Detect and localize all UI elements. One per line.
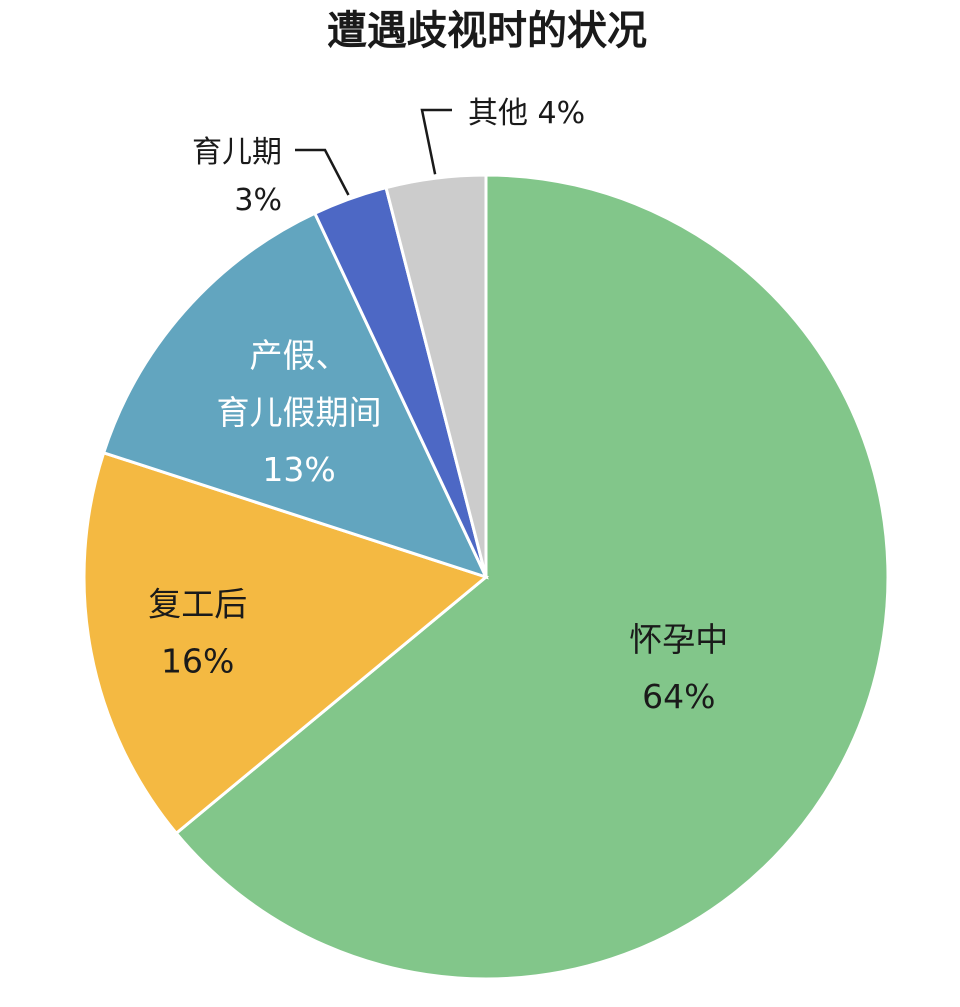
pie-slice-1 [82,450,490,836]
slice-label-2: 产假、育儿假期间 13% [217,336,382,489]
slice-label-4: 其他 4% [468,96,585,131]
pie-slices [82,173,890,981]
slice-label-1: 复工后 16% [148,584,247,680]
pie-slice-0 [174,173,890,981]
leader-line-4 [420,108,452,175]
slice-label-0: 怀孕中 64% [629,620,728,716]
chart-title: 遭遇歧视时的状况 [327,8,647,54]
pie-slice-4 [384,173,488,578]
slice-label-3: 育儿期 3% [192,135,282,218]
pie-labels: 怀孕中 64% 复工后 16% 产假、育儿假期间 13% 育儿期 3% 其他 4% [148,96,728,716]
pie-slice-2 [101,211,489,580]
leader-line-3 [295,148,350,196]
